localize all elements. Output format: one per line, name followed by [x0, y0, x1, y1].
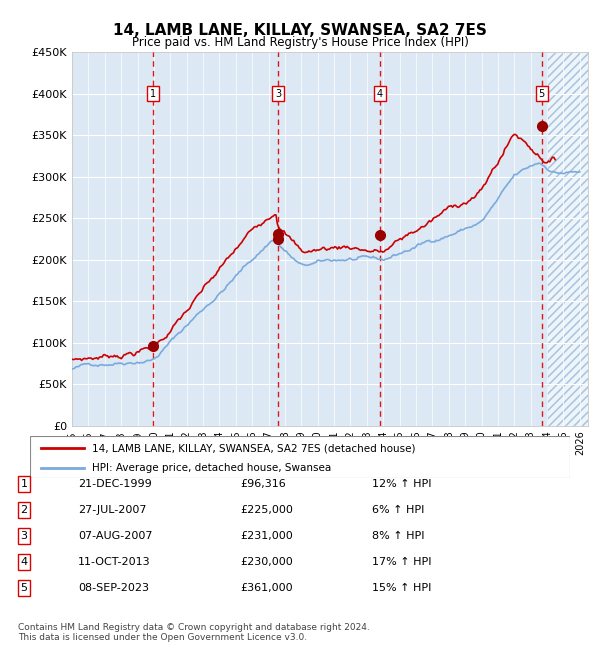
Text: £225,000: £225,000 [240, 505, 293, 515]
Text: 3: 3 [275, 88, 281, 99]
Text: 15% ↑ HPI: 15% ↑ HPI [372, 583, 431, 593]
Text: 27-JUL-2007: 27-JUL-2007 [78, 505, 146, 515]
Bar [547, 52, 588, 426]
Text: 12% ↑ HPI: 12% ↑ HPI [372, 479, 431, 489]
Text: HPI: Average price, detached house, Swansea: HPI: Average price, detached house, Swan… [92, 463, 331, 473]
Text: 3: 3 [20, 531, 28, 541]
Text: 5: 5 [20, 583, 28, 593]
Bar [547, 52, 588, 426]
Text: 1: 1 [151, 88, 157, 99]
Text: 08-SEP-2023: 08-SEP-2023 [78, 583, 149, 593]
Text: 17% ↑ HPI: 17% ↑ HPI [372, 557, 431, 567]
Text: £231,000: £231,000 [240, 531, 293, 541]
Text: 14, LAMB LANE, KILLAY, SWANSEA, SA2 7ES (detached house): 14, LAMB LANE, KILLAY, SWANSEA, SA2 7ES … [92, 443, 416, 453]
Text: 5: 5 [539, 88, 545, 99]
Text: 6% ↑ HPI: 6% ↑ HPI [372, 505, 424, 515]
Text: 1: 1 [20, 479, 28, 489]
Text: 4: 4 [20, 557, 28, 567]
Text: Price paid vs. HM Land Registry's House Price Index (HPI): Price paid vs. HM Land Registry's House … [131, 36, 469, 49]
Text: £230,000: £230,000 [240, 557, 293, 567]
Text: 8% ↑ HPI: 8% ↑ HPI [372, 531, 425, 541]
FancyBboxPatch shape [30, 436, 570, 478]
Text: 21-DEC-1999: 21-DEC-1999 [78, 479, 152, 489]
Text: 11-OCT-2013: 11-OCT-2013 [78, 557, 151, 567]
Text: 2: 2 [20, 505, 28, 515]
Text: Contains HM Land Registry data © Crown copyright and database right 2024.
This d: Contains HM Land Registry data © Crown c… [18, 623, 370, 642]
Text: 14, LAMB LANE, KILLAY, SWANSEA, SA2 7ES: 14, LAMB LANE, KILLAY, SWANSEA, SA2 7ES [113, 23, 487, 38]
Text: £361,000: £361,000 [240, 583, 293, 593]
Text: 07-AUG-2007: 07-AUG-2007 [78, 531, 152, 541]
Text: £96,316: £96,316 [240, 479, 286, 489]
Text: 4: 4 [377, 88, 383, 99]
